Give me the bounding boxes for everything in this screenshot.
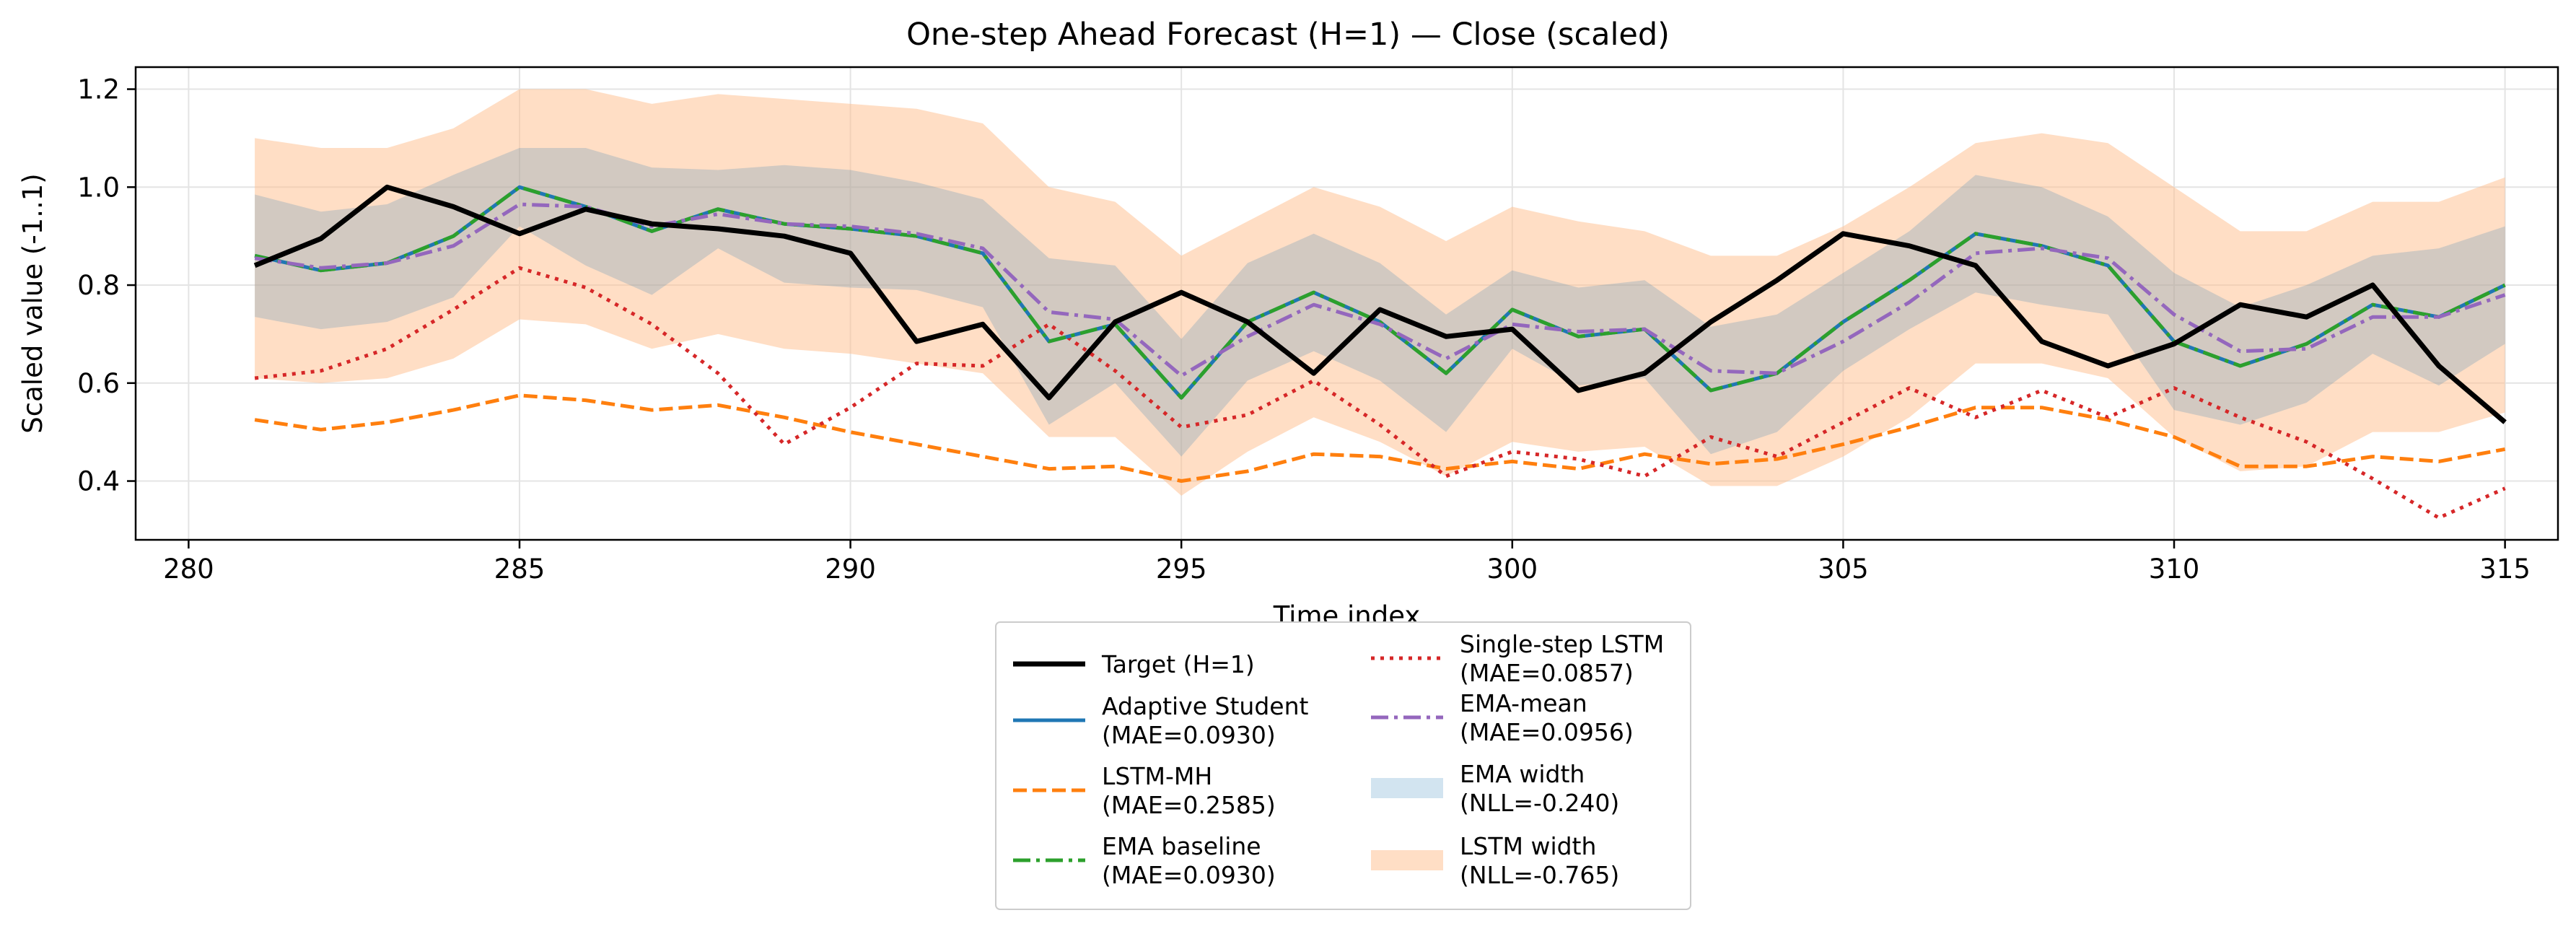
legend-item: LSTM-MH (MAE=0.2585) bbox=[1013, 762, 1276, 819]
legend-item: Target (H=1) bbox=[1013, 650, 1255, 678]
x-tick-label: 310 bbox=[2149, 554, 2200, 585]
y-axis-label: Scaled value (-1..1) bbox=[17, 173, 48, 433]
legend-item: Single-step LSTM (MAE=0.0857) bbox=[1371, 630, 1664, 687]
legend-label: EMA width (NLL=-0.240) bbox=[1460, 760, 1619, 817]
x-tick-label: 285 bbox=[494, 554, 546, 585]
x-tick-label: 295 bbox=[1156, 554, 1207, 585]
x-tick-label: 290 bbox=[825, 554, 876, 585]
series-line bbox=[253, 184, 2507, 424]
series-line bbox=[254, 185, 2506, 400]
legend-label: LSTM-MH (MAE=0.2585) bbox=[1102, 762, 1276, 819]
y-tick-label: 0.8 bbox=[77, 270, 120, 301]
axis-ticks: 280 285 290 295 300 305 310 315 0.4 0.6 0.8 1.0 1.2 bbox=[77, 74, 2531, 585]
legend: Target (H=1) Adaptive Student (MAE=0.0930)… bbox=[995, 621, 1691, 910]
legend-label: Target (H=1) bbox=[1101, 650, 1255, 678]
legend-swatch bbox=[1371, 778, 1443, 798]
y-tick-label: 0.4 bbox=[77, 466, 120, 497]
series-lines bbox=[253, 184, 2507, 520]
legend-swatch bbox=[1371, 850, 1443, 870]
legend-item: EMA width (NLL=-0.240) bbox=[1371, 760, 1619, 817]
series-line bbox=[254, 266, 2506, 520]
legend-item: EMA baseline (MAE=0.0930) bbox=[1013, 832, 1276, 889]
chart-title: One-step Ahead Forecast (H=1) — Close (s… bbox=[906, 17, 1670, 53]
y-tick-label: 1.0 bbox=[77, 172, 120, 203]
legend-item: Adaptive Student (MAE=0.0930) bbox=[1013, 692, 1309, 749]
y-tick-label: 0.6 bbox=[77, 368, 120, 399]
legend-frame bbox=[995, 621, 1691, 910]
x-tick-label: 305 bbox=[1818, 554, 1869, 585]
x-tick-label: 315 bbox=[2479, 554, 2531, 585]
legend-label: LSTM width (NLL=-0.765) bbox=[1460, 832, 1619, 889]
plot-frame bbox=[134, 66, 2559, 541]
series-line bbox=[254, 393, 2506, 483]
legend-item: LSTM width (NLL=-0.765) bbox=[1371, 832, 1619, 889]
x-tick-label: 300 bbox=[1486, 554, 1538, 585]
legend-label: Adaptive Student (MAE=0.0930) bbox=[1102, 692, 1309, 749]
x-tick-label: 280 bbox=[163, 554, 214, 585]
legend-label: Single-step LSTM (MAE=0.0857) bbox=[1460, 630, 1664, 687]
band-area bbox=[255, 89, 2505, 496]
legend-label: EMA-mean (MAE=0.0956) bbox=[1460, 689, 1634, 746]
legend-item: EMA-mean (MAE=0.0956) bbox=[1371, 689, 1634, 746]
y-tick-label: 1.2 bbox=[77, 74, 120, 105]
legend-label: EMA baseline (MAE=0.0930) bbox=[1102, 832, 1276, 889]
